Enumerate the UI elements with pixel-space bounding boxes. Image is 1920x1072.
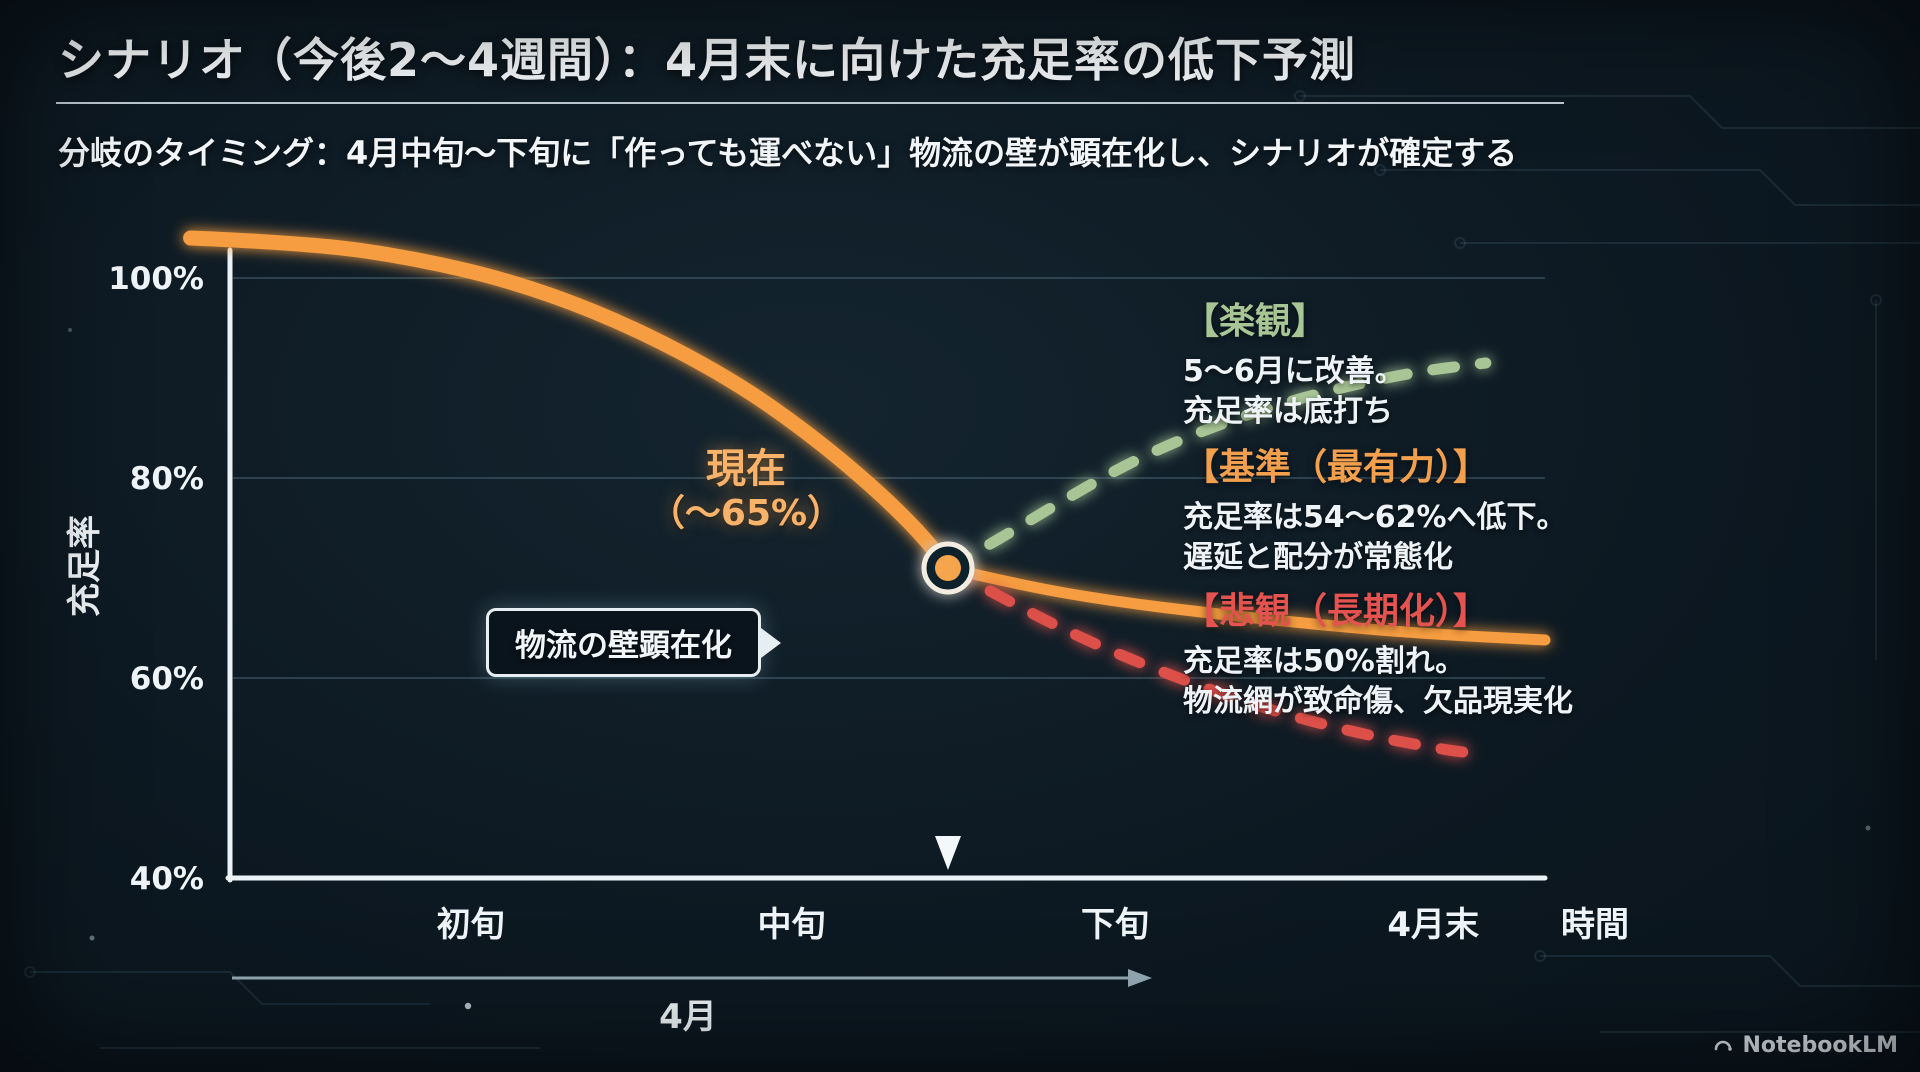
scenario-optimistic-line: 充足率は底打ち — [1183, 394, 1393, 430]
x-tick-label: 中旬 — [758, 905, 826, 945]
scenario-optimistic-line: 5〜6月に改善。 — [1183, 354, 1405, 389]
x-axis-title: 時間 — [1561, 905, 1629, 945]
x-tick-label: 初旬 — [437, 905, 505, 945]
series-line-actual-to-present — [183, 230, 956, 576]
month-axis-arrowhead-icon — [1128, 969, 1152, 987]
current-point-label: 現在 （〜65%） — [588, 446, 904, 536]
current-label-line2: （〜65%） — [648, 493, 844, 535]
x-tick-label: 下旬 — [1081, 905, 1149, 945]
scenario-optimistic-title: 【楽観】 — [1183, 301, 1328, 342]
scenario-optimistic: 【楽観】 5〜6月に改善。 充足率は底打ち — [1183, 292, 1763, 432]
scenario-baseline: 【基準（最有力）】 充足率は54〜62%へ低下。 遅延と配分が常態化 — [1183, 438, 1763, 578]
callout-arrow-icon — [761, 627, 781, 658]
event-callout: 物流の壁顕在化 — [486, 608, 781, 677]
page-title: シナリオ（今後2〜4週間）：4月末に向けた充足率の低下予測 — [58, 33, 1357, 87]
branch-marker-core — [934, 555, 961, 581]
notebooklm-icon — [1714, 1040, 1732, 1051]
event-callout-text: 物流の壁顕在化 — [515, 628, 732, 664]
page-subtitle: 分岐のタイミング：4月中旬〜下旬に「作っても運べない」物流の壁が顕在化し、シナリ… — [58, 134, 1518, 172]
scenario-pessimistic-title: 【悲観（長期化）】 — [1183, 591, 1490, 632]
y-tick-label: 40% — [130, 861, 204, 897]
y-tick-label: 80% — [130, 461, 204, 497]
scenario-pessimistic-line: 充足率は50%割れ。 — [1183, 644, 1466, 679]
y-axis-title: 充足率 — [65, 515, 105, 617]
month-label: 4月 — [659, 997, 717, 1037]
scenario-pessimistic: 【悲観（長期化）】 充足率は50%割れ。 物流網が致命傷、欠品現実化 — [1183, 582, 1763, 722]
scenario-pessimistic-line: 物流網が致命傷、欠品現実化 — [1183, 684, 1573, 720]
x-tick-label: 4月末 — [1387, 905, 1479, 945]
scenario-baseline-line: 充足率は54〜62%へ低下。 — [1183, 500, 1567, 535]
brand-footer: NotebookLM — [1711, 1033, 1898, 1058]
event-arrowhead-icon — [934, 836, 961, 870]
title-divider — [56, 102, 1564, 104]
scenario-baseline-line: 遅延と配分が常態化 — [1183, 540, 1453, 576]
y-tick-label: 100% — [108, 261, 204, 297]
series-line-pessimistic — [942, 562, 1492, 761]
current-label-line1: 現在 — [706, 446, 786, 492]
scenario-baseline-title: 【基準（最有力）】 — [1183, 447, 1490, 488]
brand-name: NotebookLM — [1742, 1033, 1898, 1058]
y-tick-label: 60% — [130, 661, 204, 697]
series-line-baseline — [942, 562, 1551, 646]
